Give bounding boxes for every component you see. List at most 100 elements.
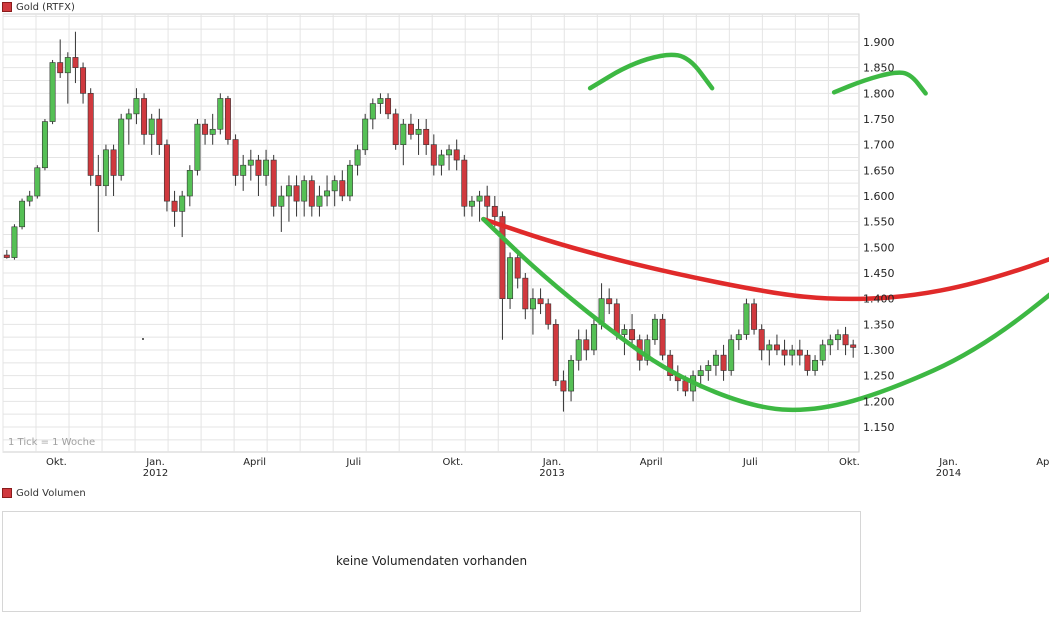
price-chart: 1.150 1.200 1.250 1.300 1.350 1.400 1.450 1.500…	[2, 13, 1049, 479]
y-tick-label: 1.400	[863, 293, 895, 306]
candle-down	[423, 128, 430, 145]
candle-down	[560, 380, 567, 392]
candle-up	[118, 118, 125, 176]
candle-up	[819, 344, 826, 361]
candle-up	[354, 149, 361, 166]
y-tick-label: 1.300	[863, 344, 895, 357]
grid	[2, 13, 860, 453]
drawn-annotations	[142, 52, 1049, 413]
y-tick-label: 1.800	[863, 87, 895, 100]
candle-down	[606, 298, 613, 305]
candle-down	[202, 123, 209, 135]
x-tick-year-label: 2012	[143, 468, 168, 479]
candle-up	[41, 121, 48, 169]
candle-down	[773, 344, 780, 351]
candle-up	[209, 128, 216, 135]
candle-up	[621, 329, 628, 335]
candle-down	[552, 324, 559, 382]
volume-legend-swatch	[2, 488, 12, 498]
candle-down	[339, 180, 346, 197]
candle-down	[796, 349, 803, 356]
candle-up	[705, 365, 712, 371]
candle-up	[263, 159, 270, 176]
y-tick-label: 1.550	[863, 216, 895, 229]
x-tick-label: Okt.	[442, 457, 463, 468]
x-tick-label: April	[1036, 457, 1049, 468]
candle-up	[651, 318, 658, 341]
x-tick-label: April	[243, 457, 266, 468]
x-tick-year-label: 2013	[539, 468, 564, 479]
candle-up	[507, 257, 514, 299]
y-tick-label: 1.750	[863, 113, 895, 126]
candle-up	[476, 195, 483, 202]
annotation-curve	[481, 216, 1049, 413]
candle-down	[613, 303, 620, 335]
x-tick-label: Juli	[742, 457, 758, 468]
candle-up	[575, 339, 582, 361]
candle-up	[179, 195, 186, 212]
candle-up	[49, 62, 56, 122]
y-tick-label: 1.600	[863, 190, 895, 203]
y-tick-label: 1.700	[863, 139, 895, 152]
candle-up	[446, 149, 453, 156]
annotation-curve	[587, 52, 715, 91]
candle-up	[346, 164, 353, 197]
candle-down	[453, 149, 460, 161]
candle-down	[583, 339, 590, 351]
candle-up	[438, 154, 445, 166]
candle-down	[255, 159, 262, 176]
candle-down	[270, 159, 277, 207]
legend-label: Gold (RTFX)	[16, 1, 75, 13]
candle-up	[19, 200, 26, 228]
candle-down	[659, 318, 666, 356]
candle-down	[232, 139, 239, 176]
candle-down	[804, 354, 811, 371]
x-tick-label: Jan.	[938, 457, 958, 468]
candle-down	[842, 334, 849, 346]
candle-up	[64, 57, 71, 74]
candle-up	[194, 123, 201, 171]
candle-up	[568, 359, 575, 392]
candle-up	[728, 339, 735, 371]
y-tick-label: 1.850	[863, 62, 895, 75]
main-legend: Gold (RTFX)	[2, 0, 75, 14]
y-tick-label: 1.900	[863, 36, 895, 49]
candle-down	[224, 98, 231, 140]
x-tick-label: Jan.	[145, 457, 165, 468]
candle-down	[850, 344, 857, 348]
candle-down	[522, 277, 529, 310]
candle-down	[514, 257, 521, 279]
candle-down	[171, 200, 178, 212]
candle-up	[301, 180, 308, 202]
candle-up	[316, 195, 323, 207]
candle-down	[430, 144, 437, 166]
candle-up	[324, 190, 331, 197]
candle-down	[80, 67, 87, 94]
candle-up	[415, 128, 422, 135]
y-tick-label: 1.150	[863, 421, 895, 434]
candle-down	[87, 93, 94, 176]
annotation-curve	[831, 70, 928, 96]
x-tick-label: Juli	[345, 457, 361, 468]
candle-up	[247, 159, 254, 166]
x-tick-year-label: 2014	[936, 468, 961, 479]
y-axis: 1.150 1.200 1.250 1.300 1.350 1.400 1.450 1.500…	[863, 36, 895, 434]
volume-legend-label: Gold Volumen	[16, 487, 86, 499]
y-tick-label: 1.350	[863, 318, 895, 331]
candle-up	[186, 170, 193, 197]
candle-up	[789, 349, 796, 356]
volume-panel: keine Volumendaten vorhanden	[2, 511, 861, 612]
candle-up	[278, 195, 285, 207]
candle-up	[644, 339, 651, 361]
candle-up	[217, 98, 224, 130]
candle-down	[491, 205, 498, 217]
candle-up	[133, 98, 140, 115]
candle-up	[11, 226, 18, 258]
candle-down	[163, 144, 170, 202]
candle-up	[285, 185, 292, 197]
annotation-curve	[481, 216, 1049, 302]
candle-down	[72, 57, 79, 68]
candle-up	[590, 324, 597, 351]
candle-down	[110, 149, 117, 176]
candles	[3, 31, 857, 412]
